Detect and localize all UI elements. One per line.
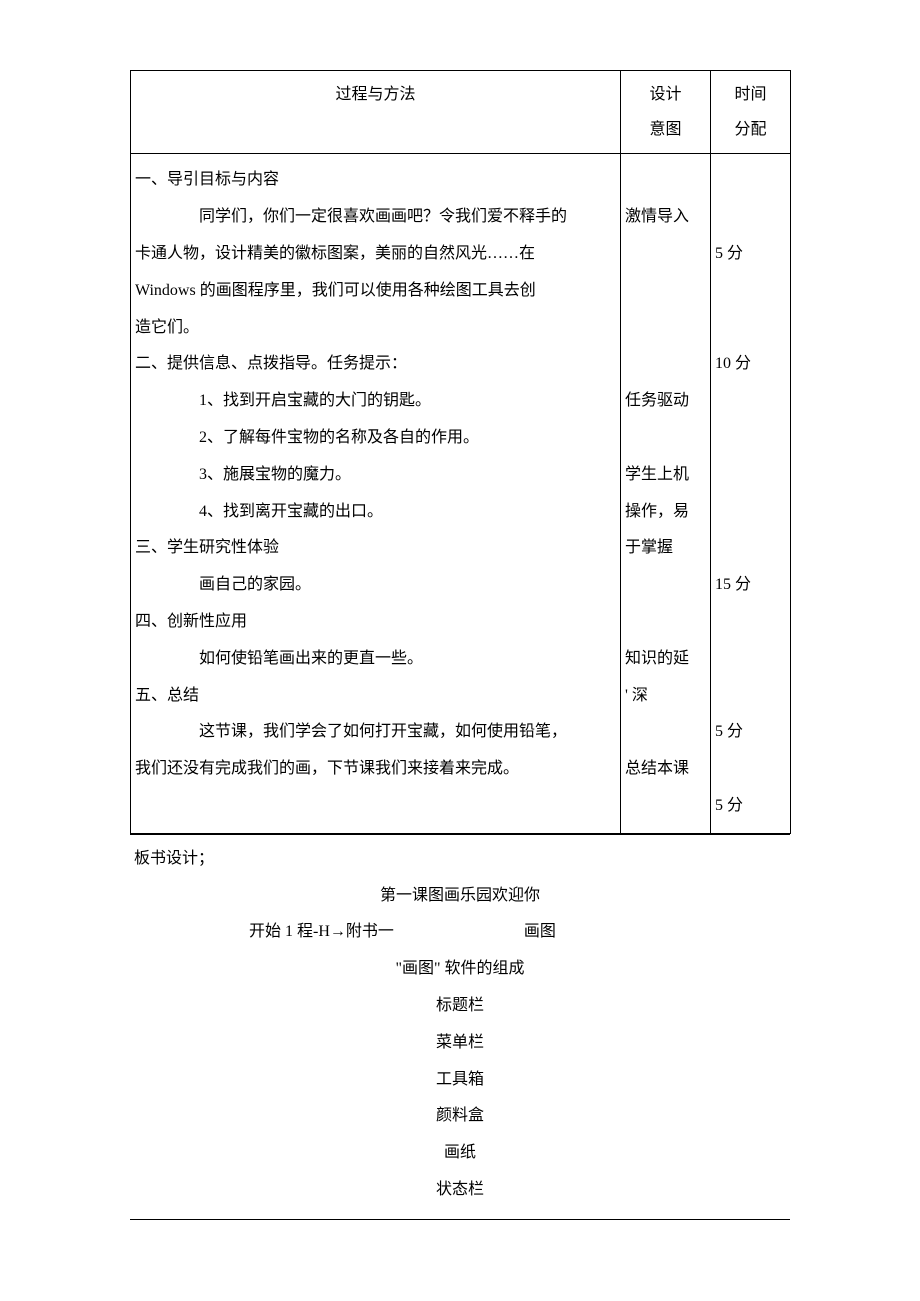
header-c3-l2: 分配 [715,112,786,147]
gap [625,567,706,604]
gap [715,641,786,678]
sec2-title: 二、提供信息、点拨指导。任务提示： [135,346,616,383]
sec5-p1: 这节课，我们学会了如何打开宝藏，如何使用铅笔， [135,714,616,751]
board-compose: "画图" 软件的组成 [134,951,786,988]
sec3-title: 三、学生研究性体验 [135,530,616,567]
time-cell: 5 分 10 分 15 分 5 分 5 分 [711,154,791,833]
intent-t7: ' 深 [625,678,706,715]
sec5-title: 五、总结 [135,678,616,715]
board-item-3: 工具箱 [134,1062,786,1099]
gap [625,310,706,347]
intent-t1: 激情导入 [625,199,706,236]
header-intent: 设计 意图 [621,71,711,154]
board-item-1: 标题栏 [134,988,786,1025]
board-design: 板书设计； 第一课图画乐园欢迎你 开始 1 程-H→附书一 画图 "画图" 软件… [130,834,790,1220]
header-c2-l1: 设计 [625,77,706,112]
sec1-p3: Windows 的画图程序里，我们可以使用各种绘图工具去创 [135,273,616,310]
board-lesson-title: 第一课图画乐园欢迎你 [134,878,786,915]
intent-t6: 知识的延 [625,641,706,678]
intent-cell: 激情导入 任务驱动 学生上机 操作，易 于掌握 知识的延 ' 深 总结本课 [621,154,711,833]
board-item-2: 菜单栏 [134,1025,786,1062]
sec1-p1: 同学们，你们一定很喜欢画画吧？令我们爱不释手的 [135,199,616,236]
gap [715,494,786,531]
sec2-i4: 4、找到离开宝藏的出口。 [135,494,616,531]
header-c1: 过程与方法 [135,77,616,112]
intent-t3: 学生上机 [625,457,706,494]
gap [625,236,706,273]
process-cell: 一、导引目标与内容 同学们，你们一定很喜欢画画吧？令我们爱不释手的 卡通人物，设… [131,154,621,833]
gap [715,751,786,788]
table-header-row: 过程与方法 设计 意图 时间 分配 [131,71,791,154]
time-t1: 5 分 [715,236,786,273]
board-open-right: 画图 [394,914,786,951]
gap [625,346,706,383]
gap [625,273,706,310]
board-item-5: 画纸 [134,1135,786,1172]
header-c3-l1: 时间 [715,77,786,112]
sec3-p1: 画自己的家园。 [135,567,616,604]
table-body-row: 一、导引目标与内容 同学们，你们一定很喜欢画画吧？令我们爱不释手的 卡通人物，设… [131,154,791,833]
gap [625,714,706,751]
sec1-p4: 造它们。 [135,310,616,347]
gap [715,420,786,457]
gap [715,530,786,567]
lesson-table: 过程与方法 设计 意图 时间 分配 一、导引目标与内容 同学们，你们一定很喜欢画… [130,70,791,834]
gap [715,383,786,420]
gap [715,604,786,641]
time-t2: 10 分 [715,346,786,383]
gap [625,604,706,641]
board-open-row: 开始 1 程-H→附书一 画图 [134,914,786,951]
gap [625,420,706,457]
time-t5: 5 分 [715,788,786,825]
page: 过程与方法 设计 意图 时间 分配 一、导引目标与内容 同学们，你们一定很喜欢画… [0,0,920,1280]
sec1-p2: 卡通人物，设计精美的徽标图案，美丽的自然风光……在 [135,236,616,273]
board-item-4: 颜料盒 [134,1098,786,1135]
intent-t2: 任务驱动 [625,383,706,420]
gap [715,273,786,310]
header-time: 时间 分配 [711,71,791,154]
sec2-i3: 3、施展宝物的魔力。 [135,457,616,494]
intent-t4: 操作，易 [625,494,706,531]
header-process: 过程与方法 [131,71,621,154]
board-open-left: 开始 1 程-H→附书一 [134,914,394,951]
time-t4: 5 分 [715,714,786,751]
sec2-i1: 1、找到开启宝藏的大门的钥匙。 [135,383,616,420]
board-item-6: 状态栏 [134,1172,786,1209]
sec4-p1: 如何使铅笔画出来的更直一些。 [135,641,616,678]
header-c2-l2: 意图 [625,112,706,147]
intent-t5: 于掌握 [625,530,706,567]
gap [715,199,786,236]
sec4-title: 四、创新性应用 [135,604,616,641]
gap [715,678,786,715]
sec1-title: 一、导引目标与内容 [135,162,616,199]
intent-t8: 总结本课 [625,751,706,788]
gap [715,310,786,347]
gap [715,162,786,199]
gap [715,457,786,494]
time-t3: 15 分 [715,567,786,604]
board-label: 板书设计； [134,841,786,878]
gap [625,162,706,199]
sec5-p2: 我们还没有完成我们的画，下节课我们来接着来完成。 [135,751,616,788]
sec2-i2: 2、了解每件宝物的名称及各自的作用。 [135,420,616,457]
